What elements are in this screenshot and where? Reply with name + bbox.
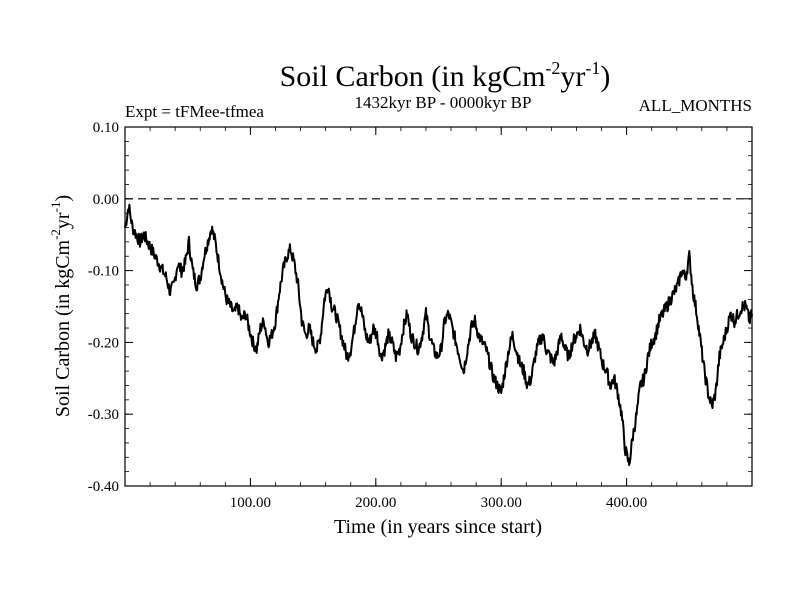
soil-carbon-series-line — [124, 203, 753, 466]
y-label-sup-1: -2 — [48, 229, 63, 240]
title-end: ) — [600, 60, 610, 93]
y-tick-label: -0.30 — [88, 407, 119, 423]
x-tick-label: 300.00 — [481, 495, 522, 511]
y-tick-label: -0.20 — [88, 335, 119, 351]
x-tick-label: 200.00 — [355, 495, 396, 511]
y-label-base: Soil Carbon (in kgCm — [52, 239, 74, 417]
title-sup-2: -1 — [585, 58, 600, 78]
x-axis: 100.00 200.00 300.00 400.00 — [149, 127, 728, 511]
x-tick-label: 400.00 — [606, 495, 647, 511]
y-tick-label: 0.00 — [93, 192, 119, 208]
title-mid: yr — [560, 60, 585, 93]
y-axis-label: Soil Carbon (in kgCm-2yr-1) — [48, 195, 74, 417]
y-tick-label: 0.10 — [93, 120, 119, 136]
x-tick-label: 100.00 — [230, 495, 271, 511]
y-label-mid: yr — [52, 212, 74, 229]
y-tick-label: -0.40 — [88, 479, 119, 495]
chart-title: Soil Carbon (in kgCm-2yr-1) — [280, 58, 611, 93]
title-sup-1: -2 — [545, 58, 560, 78]
y-label-end: ) — [52, 195, 74, 202]
y-tick-label: -0.10 — [88, 264, 119, 280]
y-label-sup-2: -1 — [48, 202, 63, 213]
x-axis-label: Time (in years since start) — [334, 516, 542, 538]
time-range-label: 1432kyr BP - 0000kyr BP — [355, 93, 532, 112]
title-base: Soil Carbon (in kgCm — [280, 60, 546, 93]
months-label: ALL_MONTHS — [639, 96, 752, 115]
plot-frame — [124, 126, 753, 487]
experiment-label: Expt = tFMee-tfmea — [125, 102, 264, 121]
plot-area: 0.10 0.00 -0.10 -0.20 -0.30 -0.40 100.00 200.0… — [88, 120, 753, 511]
y-axis: 0.10 0.00 -0.10 -0.20 -0.30 -0.40 — [88, 120, 752, 495]
